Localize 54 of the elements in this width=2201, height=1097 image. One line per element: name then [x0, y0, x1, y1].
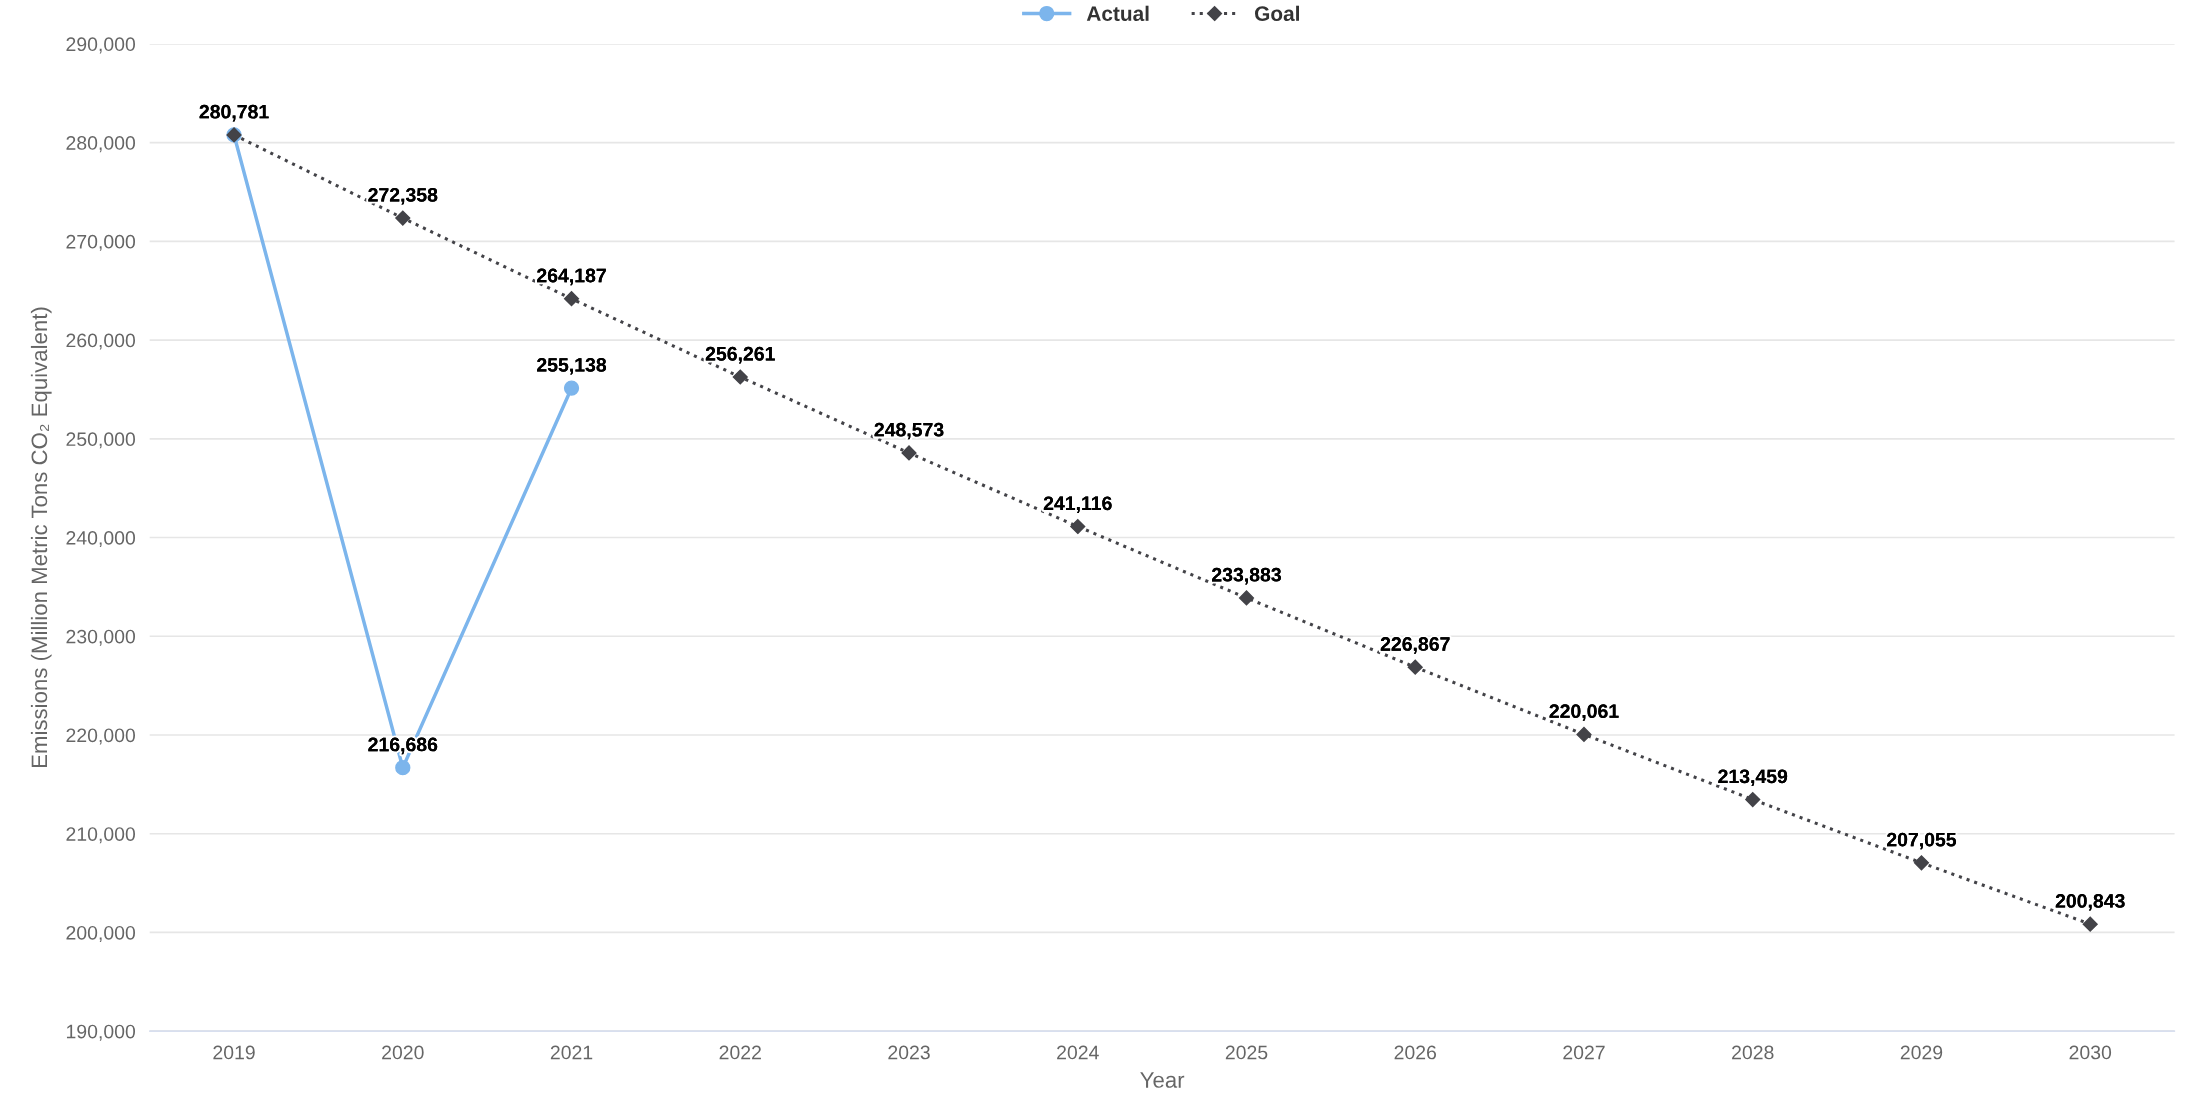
x-tick-label: 2024 — [1057, 1045, 1099, 1060]
point — [1745, 791, 1761, 808]
x-tick-label: 2020 — [382, 1045, 424, 1060]
x-tick-label: 2022 — [719, 1045, 761, 1060]
point — [395, 760, 411, 776]
data-label: 200,843 — [2055, 894, 2125, 911]
y-tick-label: 280,000 — [66, 136, 136, 153]
data-label: 255,138 — [537, 357, 607, 375]
y-tick-label: 230,000 — [66, 629, 136, 646]
x-tick-label: 2027 — [1563, 1045, 1605, 1060]
point — [563, 291, 580, 307]
point — [1913, 855, 1930, 871]
data-label: 220,061 — [1549, 704, 1619, 721]
data-label: 280,781 — [199, 104, 269, 122]
y-tick-label: 290,000 — [66, 37, 136, 54]
legend-label: Goal — [1255, 5, 1299, 22]
x-axis-title: Year — [1140, 1072, 1185, 1088]
point — [1576, 726, 1592, 742]
y-tick-label: 190,000 — [66, 1024, 136, 1041]
data-label: 256,261 — [705, 346, 775, 364]
y-tick-label: 240,000 — [66, 531, 136, 548]
y-tick-label: 220,000 — [66, 728, 136, 745]
y-tick-label: 200,000 — [66, 925, 136, 942]
x-tick-label: 2023 — [888, 1045, 930, 1060]
x-tick-label: 2026 — [1394, 1045, 1437, 1060]
point — [732, 369, 748, 385]
legend-label: Actual — [1086, 5, 1149, 22]
x-tick-label: 2019 — [213, 1045, 255, 1060]
point — [1070, 518, 1086, 535]
point — [395, 210, 411, 226]
data-label: 233,883 — [1212, 567, 1281, 585]
point — [1238, 590, 1255, 606]
data-label: 272,358 — [368, 187, 438, 205]
data-label: 241,116 — [1043, 496, 1112, 513]
y-tick-label: 210,000 — [66, 827, 136, 844]
x-tick-label: 2025 — [1225, 1045, 1268, 1060]
point — [2082, 916, 2098, 932]
y-tick-label: 250,000 — [66, 432, 136, 449]
x-tick-label: 2028 — [1732, 1045, 1774, 1060]
data-label: 207,055 — [1887, 832, 1957, 850]
data-label: 264,187 — [537, 268, 606, 286]
x-tick-label: 2021 — [550, 1045, 593, 1060]
data-label: 213,459 — [1718, 769, 1788, 787]
point — [901, 445, 917, 461]
data-label: 248,573 — [874, 422, 944, 440]
point — [1407, 659, 1423, 675]
y-tick-label: 260,000 — [66, 333, 136, 350]
data-label: 226,867 — [1380, 637, 1450, 654]
x-tick-label: 2029 — [1900, 1045, 1943, 1060]
x-tick-label: 2030 — [2069, 1045, 2112, 1060]
point — [563, 380, 580, 396]
data-label: 216,686 — [368, 737, 438, 755]
y-axis-title: Emissions (Million Metric Tons CO₂ Equivalent) — [30, 307, 52, 768]
y-tick-label: 270,000 — [66, 234, 136, 251]
